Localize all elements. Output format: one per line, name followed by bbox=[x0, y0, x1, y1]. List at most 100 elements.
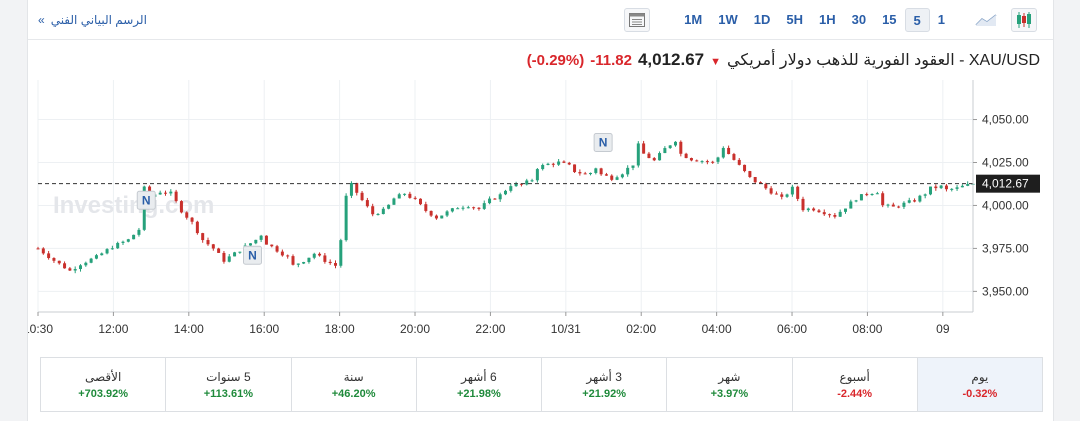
timeframe-30[interactable]: 30 bbox=[851, 12, 867, 27]
timeframe-5h[interactable]: 5H bbox=[786, 12, 803, 27]
candle bbox=[249, 243, 252, 247]
candle bbox=[865, 192, 869, 197]
candle bbox=[711, 160, 715, 164]
timeframe-1m[interactable]: 1M bbox=[684, 12, 703, 27]
candle bbox=[328, 259, 332, 265]
candle bbox=[307, 257, 311, 264]
candle bbox=[47, 250, 51, 260]
candle bbox=[870, 193, 874, 196]
timeframe-1[interactable]: 1 bbox=[937, 12, 945, 27]
candle bbox=[318, 252, 322, 257]
candle bbox=[397, 192, 401, 199]
table-view-button[interactable] bbox=[624, 8, 651, 32]
stat-label: يوم bbox=[971, 370, 989, 384]
candle bbox=[73, 266, 77, 274]
price-chart[interactable]: Investing.com 4,050.00 4,025.00 4,000.00 3,9… bbox=[28, 80, 1055, 340]
x-tick-label: 18:00 bbox=[325, 322, 355, 336]
candle bbox=[403, 193, 407, 197]
candle bbox=[583, 171, 587, 175]
candle bbox=[567, 161, 571, 166]
candle bbox=[450, 207, 454, 213]
candle bbox=[684, 152, 688, 159]
technical-chart-link[interactable]: الرسم البياني الفني » bbox=[38, 13, 147, 27]
candle bbox=[206, 237, 210, 246]
candle bbox=[828, 213, 832, 218]
candlestick-chart-button[interactable] bbox=[1011, 8, 1037, 32]
stat-value: +3.97% bbox=[710, 388, 749, 400]
stat-period-2[interactable]: شهر +3.97% bbox=[666, 358, 791, 411]
candle bbox=[387, 204, 391, 210]
candle bbox=[296, 263, 300, 268]
candle bbox=[663, 146, 667, 154]
candle bbox=[573, 164, 577, 174]
candle bbox=[737, 158, 741, 166]
candle bbox=[599, 167, 603, 176]
stat-period-0[interactable]: يوم -0.32% bbox=[916, 358, 1042, 411]
candle bbox=[52, 257, 56, 263]
candle bbox=[259, 234, 263, 243]
stat-period-6[interactable]: 5 سنوات +113.61% bbox=[165, 358, 290, 411]
news-marker-label: N bbox=[599, 136, 608, 150]
candle bbox=[504, 189, 507, 196]
timeframe-5[interactable]: 5 bbox=[904, 8, 930, 32]
candle bbox=[94, 253, 98, 260]
candle bbox=[891, 202, 895, 207]
candle bbox=[652, 157, 656, 162]
news-marker[interactable]: N bbox=[243, 245, 262, 265]
stat-label: أسبوع bbox=[839, 370, 870, 384]
candle bbox=[631, 165, 635, 171]
candle bbox=[110, 245, 114, 250]
candle bbox=[535, 167, 539, 183]
technical-chart-label: الرسم البياني الفني bbox=[50, 13, 147, 27]
candle bbox=[355, 182, 359, 196]
stat-period-3[interactable]: 3 أشهر +21.92% bbox=[541, 358, 666, 411]
candle bbox=[960, 184, 964, 188]
candle bbox=[636, 141, 640, 168]
stat-value: +703.92% bbox=[78, 388, 129, 400]
candle bbox=[854, 199, 858, 203]
candle bbox=[705, 159, 709, 165]
timeframe-1w[interactable]: 1W bbox=[718, 12, 738, 27]
timeframe-1h[interactable]: 1H bbox=[818, 12, 836, 27]
stat-period-7[interactable]: الأقصى +703.92% bbox=[41, 358, 165, 411]
stat-period-4[interactable]: 6 أشهر +21.98% bbox=[415, 358, 541, 411]
candle bbox=[57, 260, 61, 265]
candle bbox=[875, 191, 879, 195]
candle bbox=[137, 227, 141, 237]
candle bbox=[291, 254, 295, 266]
timeframe-1d[interactable]: 1D bbox=[753, 12, 771, 27]
candle bbox=[674, 141, 677, 147]
candle bbox=[105, 248, 109, 255]
double-chevron-icon: » bbox=[38, 13, 45, 27]
stat-value: +21.92% bbox=[582, 388, 626, 400]
y-tick-label: 4,050.00 bbox=[982, 113, 1029, 127]
candle bbox=[923, 193, 927, 199]
news-marker[interactable]: N bbox=[136, 190, 156, 210]
timeframe-15[interactable]: 15 bbox=[882, 12, 897, 27]
price-change: -11.82 bbox=[590, 52, 632, 69]
stat-period-5[interactable]: سنة +46.20% bbox=[290, 358, 416, 411]
candle bbox=[689, 157, 693, 162]
candle bbox=[647, 151, 651, 159]
candle bbox=[429, 210, 433, 217]
candle bbox=[456, 207, 460, 210]
timeframe-selector: 1M 1W 1D 5H 1H 30 15 5 1 bbox=[618, 7, 1043, 33]
candle bbox=[89, 257, 93, 264]
x-tick-label: 22:00 bbox=[475, 322, 505, 336]
x-tick-label: 12:00 bbox=[98, 322, 128, 336]
candle bbox=[222, 250, 226, 264]
candle bbox=[275, 244, 279, 253]
candle bbox=[939, 184, 943, 190]
candle bbox=[944, 184, 948, 192]
candle bbox=[84, 261, 88, 267]
timeframe-list: 1M 1W 1D 5H 1H 30 15 5 1 bbox=[676, 8, 953, 32]
candle bbox=[132, 234, 136, 240]
candle bbox=[376, 213, 380, 216]
y-tick-label: 4,000.00 bbox=[982, 198, 1029, 212]
candle bbox=[227, 254, 231, 263]
x-tick-label: 10:30 bbox=[28, 322, 53, 336]
news-marker[interactable]: N bbox=[593, 133, 613, 153]
stat-value: +21.98% bbox=[457, 388, 501, 400]
line-chart-button[interactable] bbox=[973, 8, 999, 32]
stat-period-1[interactable]: أسبوع -2.44% bbox=[791, 358, 917, 411]
